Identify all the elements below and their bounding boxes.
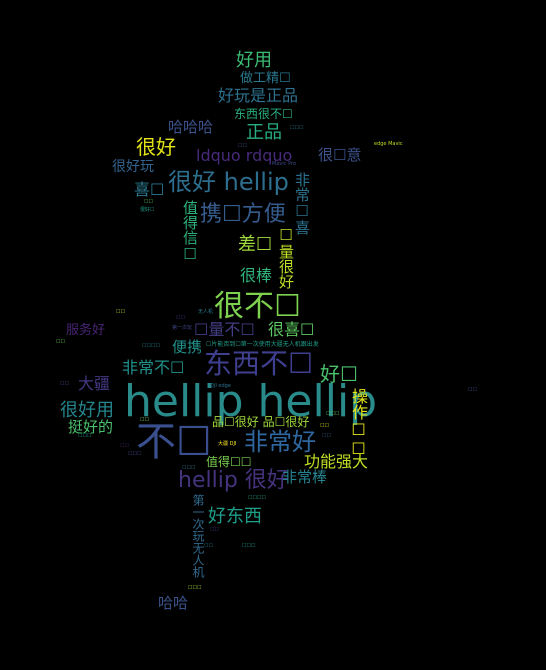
word-small-6: ☐☐☐☐ [142,343,160,349]
word-small-3: ☐☐☐ [290,125,304,131]
word-hellip-hellip: hellip hellip [124,376,378,427]
word-feichang-xi: 非常☐喜 [293,172,311,235]
word-small-11: ☐☐ [120,443,129,449]
word-dji-edge: DJI edge [210,383,231,389]
word-small-12: ☐☐☐ [128,451,142,457]
word-small-7: ☐☐ [56,339,65,345]
word-henxi: 很喜☐ [268,320,315,339]
word-zhide: 值得☐☐ [206,455,252,469]
word-pin-henhao: 品☐很好 品☐很好 [212,415,310,429]
word-hahaha: 哈哈哈 [168,118,214,136]
word-gongneng-qiangda: 功能强大 [304,452,369,471]
word-dajiang-dji: 大疆 DJI [218,441,237,447]
word-feichanghao: 非常好 [244,428,316,456]
word-mavic-pro: Mavic Pro [272,161,296,167]
word-small-18: ☐☐ [210,527,219,533]
word-diyici-wurenji: 第一次玩无人机 [191,494,205,578]
word-small-21: ☐☐☐ [188,585,202,591]
word-wurenji: 无人机 [198,309,214,315]
word-small-16: ☐☐ [322,433,331,439]
word-hellip-henhao: hellip 很好 [178,468,289,493]
word-henbang: 很棒 [240,266,273,285]
word-ldquo-rdquo: ldquo rdquo [196,146,293,165]
word-xie-fangbian: 携☐方便 [200,202,286,227]
word-dongxi-bu: 东西不☐ [204,347,314,380]
word-haoyong: 好用 [236,50,272,71]
word-henhaowan: 很好玩 [112,159,154,175]
word-fuwuhao: 服务好 [66,323,106,338]
word-small-14: ☐☐ [320,423,329,429]
word-small-17: ☐☐☐☐ [248,495,266,501]
word-henhao: 很好 [136,135,176,159]
word-feichang-bu: 非常不☐ [122,358,185,377]
word-dongxi-henbu: 东西很不☐ [234,107,293,121]
word-haodongxi: 好东西 [208,506,262,527]
word-liang-henhao: ☐量很好 [277,226,295,289]
word-diyicixwan: 第一次玩 [172,325,193,331]
word-small-15: ☐☐☐ [326,411,340,417]
word-hao-x: 好☐ [320,362,358,386]
word-small-2: ☐☐ [144,199,153,205]
word-zhengpin: 正品 [246,122,282,143]
word-small-10: ☐☐☐ [78,433,92,439]
word-small-19: ☐☐☐ [242,543,256,549]
word-small-13: ☐☐☐ [182,465,196,471]
word-small-5: ☐☐ [176,315,185,321]
word-photo-sentence: ☐片能否到☐第一次使用大疆无人机跟出发 [206,341,319,348]
word-small-8: ☐☐ [60,381,69,387]
word-small-1: ☐☐ [238,143,247,149]
word-henhao-hellip: 很好 hellip [168,168,289,196]
word-feichangbang: 非常棒 [282,468,328,486]
word-hen-yi: 很☐意 [318,146,362,164]
word-small-4: ☐☐ [116,309,125,315]
word-caozuo: 操作☐☐ [349,388,368,458]
word-bianxie: 便携 [172,338,203,356]
word-tinghaode: 挺好的 [68,418,114,436]
word-edge-mavic: edge Mavic [374,141,403,147]
word-small-22: ☐☐ [468,387,477,393]
word-dajiang: 大疆 [78,374,111,393]
word-haha: 哈哈 [158,594,189,612]
word-liang-bu: ☐量不☐ [194,320,255,339]
word-hen-bu: 很不☐ [214,289,301,324]
word-cha: 差☐ [238,234,273,255]
word-henhaoyong: 很好用 [60,400,114,421]
word-small-9: ☐☐ [140,417,149,423]
word-xi: 喜☐ [134,180,165,199]
word-bu: 不☐ [136,419,212,465]
word-zuogong: 做工精☐ [240,71,291,86]
word-henhao-small: 很好☐ [140,207,155,213]
word-haowan-zhengpin: 好玩是正品 [218,86,299,105]
word-zhide-xin: 值得信☐ [181,200,199,263]
word-small-20: ☐☐ [204,543,213,549]
